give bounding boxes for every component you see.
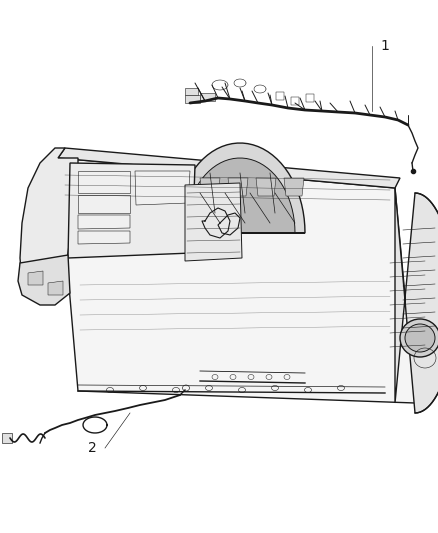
Ellipse shape (405, 324, 435, 352)
Polygon shape (2, 433, 12, 443)
Text: 2: 2 (88, 441, 97, 455)
Polygon shape (28, 271, 43, 285)
Polygon shape (78, 195, 130, 213)
Polygon shape (68, 163, 195, 258)
Polygon shape (185, 95, 200, 103)
Polygon shape (135, 171, 190, 205)
Polygon shape (395, 188, 438, 413)
Polygon shape (256, 178, 276, 196)
Polygon shape (78, 231, 130, 244)
Polygon shape (58, 148, 400, 188)
Polygon shape (78, 171, 130, 193)
Polygon shape (200, 93, 215, 101)
Polygon shape (185, 183, 242, 261)
Polygon shape (48, 281, 63, 295)
Polygon shape (185, 158, 295, 233)
Polygon shape (284, 178, 304, 196)
Polygon shape (20, 148, 78, 295)
Polygon shape (228, 178, 248, 196)
Polygon shape (78, 215, 130, 229)
Polygon shape (175, 143, 305, 233)
Text: 1: 1 (380, 39, 389, 53)
Polygon shape (18, 255, 70, 305)
Ellipse shape (400, 319, 438, 357)
Polygon shape (185, 88, 198, 95)
Polygon shape (200, 178, 220, 196)
Polygon shape (58, 158, 415, 403)
